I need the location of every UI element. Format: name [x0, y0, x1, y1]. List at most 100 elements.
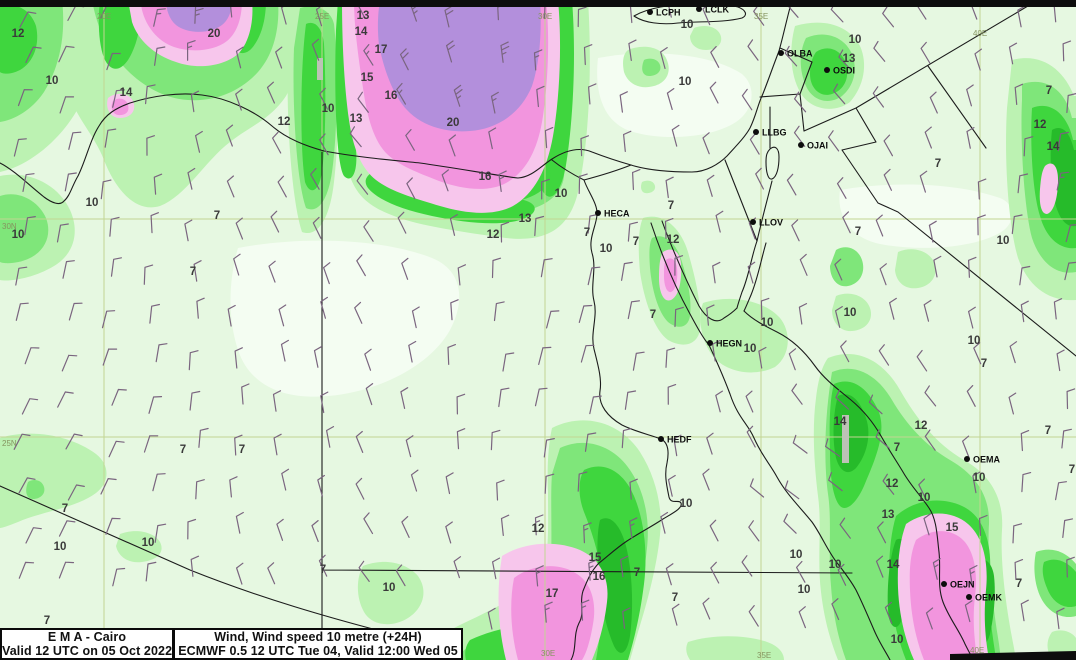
wind-speed-value: 10	[383, 582, 396, 594]
wind-speed-value: 13	[357, 10, 370, 22]
wind-speed-value: 10	[973, 472, 986, 484]
wind-speed-value: 7	[214, 210, 220, 222]
wind-speed-value: 7	[44, 615, 50, 627]
legend-parameter: Wind, Wind speed 10 metre (+24H)	[214, 630, 422, 644]
station-code-label: OEJN	[950, 580, 975, 590]
station-markers: LCPH LCLK OLBA OSDI LLBG OJAI LLOV HECA HEGN HEDF…	[595, 5, 1003, 603]
wind-speed-value: 7	[190, 266, 196, 278]
wind-speed-value: 7	[672, 592, 678, 604]
wind-speed-value: 12	[487, 229, 500, 241]
grid-coordinate-label: 20E	[97, 12, 111, 21]
wind-speed-value: 10	[681, 19, 694, 31]
top-frame-bar	[0, 0, 1076, 7]
wind-speed-value: 7	[668, 200, 674, 212]
station-code-label: LLOV	[759, 218, 783, 228]
station-code-label: HEDF	[667, 435, 692, 445]
legend-agency: E M A - Cairo	[47, 630, 127, 644]
wind-speed-value: 10	[744, 343, 757, 355]
wind-speed-value: 10	[790, 549, 803, 561]
legend-model-run: ECMWF 0.5 12 UTC Tue 04, Valid 12:00 Wed…	[178, 644, 458, 658]
wind-speed-value: 12	[667, 234, 680, 246]
station-dot	[647, 9, 653, 15]
station-dot	[964, 456, 970, 462]
wind-speed-value: 10	[12, 229, 25, 241]
wind-speed-value: 10	[761, 317, 774, 329]
wind-speed-value: 7	[634, 567, 640, 579]
station-dot	[595, 210, 601, 216]
wind-speed-value: 7	[633, 236, 639, 248]
wind-speed-value: 14	[355, 26, 368, 38]
grid-coordinate-label: 40E	[973, 29, 987, 38]
station-code-label: OLBA	[787, 49, 813, 59]
wind-speed-value: 10	[997, 235, 1010, 247]
wind-speed-value: 15	[361, 72, 374, 84]
station-code-label: OEMA	[973, 455, 1001, 465]
wind-speed-value: 7	[1016, 578, 1022, 590]
wind-speed-value: 7	[650, 309, 656, 321]
wind-speed-value: 7	[320, 564, 326, 576]
wind-speed-value: 10	[918, 492, 931, 504]
wind-speed-value: 17	[546, 588, 559, 600]
wind-speed-value: 10	[849, 34, 862, 46]
wind-speed-value: 14	[887, 559, 900, 571]
wind-speed-value: 12	[12, 28, 25, 40]
wind-speed-value: 13	[519, 213, 532, 225]
wind-speed-value: 17	[375, 44, 388, 56]
wind-speed-value: 10	[968, 335, 981, 347]
station-dot	[966, 594, 972, 600]
wind-speed-value: 7	[935, 158, 941, 170]
grid-coordinate-label: 30E	[538, 12, 552, 21]
wind-speed-value: 7	[62, 503, 68, 515]
wind-speed-value: 10	[86, 197, 99, 209]
wind-speed-value: 7	[981, 358, 987, 370]
wind-speed-value: 10	[142, 537, 155, 549]
wind-speed-value: 10	[46, 75, 59, 87]
wind-speed-value: 12	[886, 478, 899, 490]
station-code-label: OJAI	[807, 141, 828, 151]
wind-speed-value: 10	[555, 188, 568, 200]
wind-speed-value: 20	[447, 117, 460, 129]
wind-speed-value: 12	[1034, 119, 1047, 131]
wind-speed-value: 7	[180, 444, 186, 456]
grid-labels: 20E 25E 30E 35E 40E 30E 35E 40E 30N 25N	[2, 12, 987, 660]
wind-speed-value: 7	[894, 442, 900, 454]
grid-coordinate-label: 25N	[2, 439, 17, 448]
grid-coordinate-label: 30E	[541, 649, 555, 658]
wind-speed-value: 7	[1069, 464, 1075, 476]
station-code-label: HECA	[604, 209, 630, 219]
latlon-grid	[0, 7, 1076, 660]
station-code-label: LCPH	[656, 8, 681, 18]
wind-speed-value: 16	[593, 571, 606, 583]
wind-speed-value: 7	[855, 226, 861, 238]
station-dot	[658, 436, 664, 442]
station-code-label: LLBG	[762, 128, 787, 138]
wind-speed-value: 10	[322, 103, 335, 115]
wind-speed-value: 13	[350, 113, 363, 125]
legend-product-box: Wind, Wind speed 10 metre (+24H) ECMWF 0…	[173, 628, 463, 660]
station-code-label: LCLK	[705, 5, 729, 15]
wind-speed-value: 10	[679, 76, 692, 88]
wind-speed-value: 14	[834, 416, 847, 428]
wind-speed-value: 7	[584, 227, 590, 239]
gray-streak-artifact	[842, 415, 849, 463]
legend-valid-time: Valid 12 UTC on 05 Oct 2022	[2, 644, 173, 658]
wind-speed-value: 15	[946, 522, 959, 534]
wind-speed-value: 16	[479, 171, 492, 183]
wind-speed-value: 10	[844, 307, 857, 319]
station-code-label: OSDI	[833, 66, 855, 76]
wind-speed-value: 12	[915, 420, 928, 432]
wind-speed-value: 10	[600, 243, 613, 255]
wind-speed-value: 7	[1046, 85, 1052, 97]
station-dot	[753, 129, 759, 135]
grid-coordinate-label: 25E	[315, 12, 329, 21]
station-code-label: HEGN	[716, 339, 742, 349]
wind-speed-value: 15	[589, 552, 602, 564]
wind-speed-value: 13	[843, 53, 856, 65]
station-dot	[778, 50, 784, 56]
gray-streak-artifact	[317, 58, 323, 80]
wind-speed-value: 7	[1045, 425, 1051, 437]
station-dot	[707, 340, 713, 346]
